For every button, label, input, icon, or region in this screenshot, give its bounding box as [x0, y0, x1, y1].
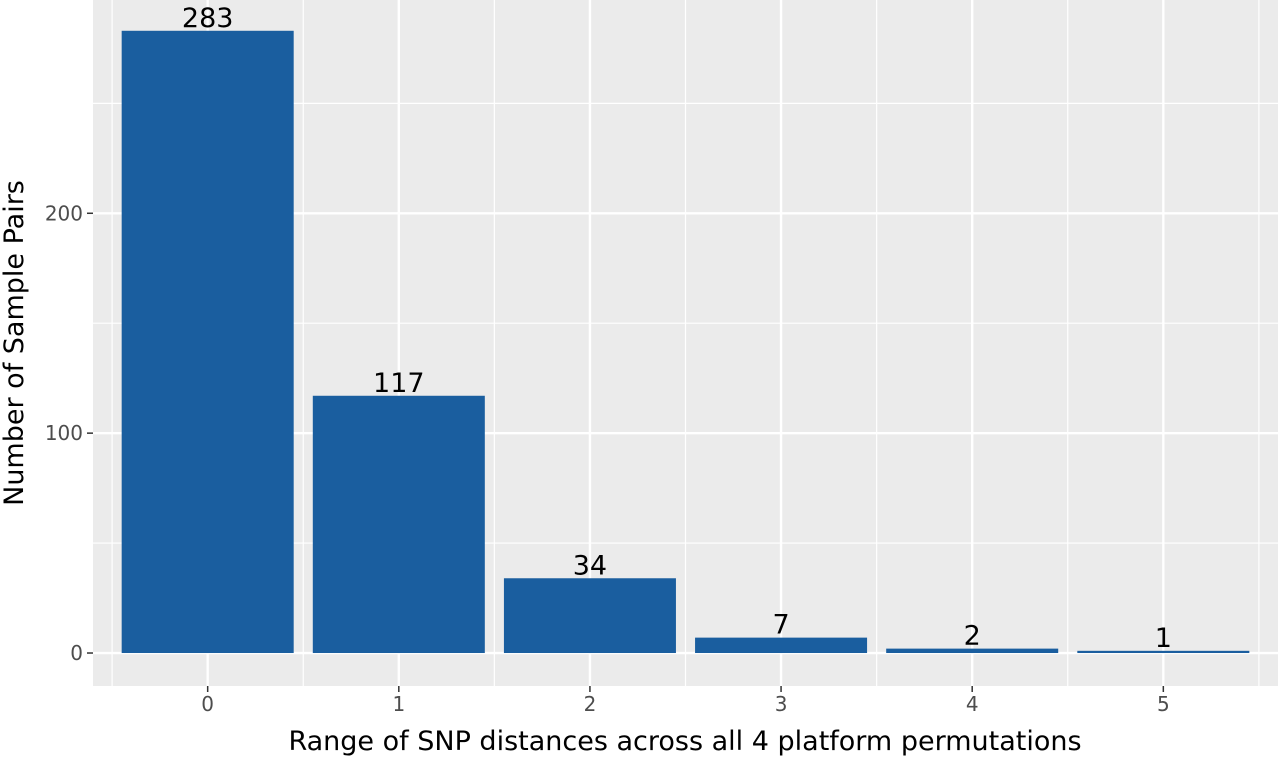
bar-3 — [695, 637, 868, 654]
y-axis-title: Number of Sample Pairs — [0, 180, 30, 506]
bars — [121, 30, 1250, 654]
bar-0 — [121, 30, 294, 654]
data-label-3: 7 — [772, 610, 789, 641]
x-tick-label: 5 — [1157, 692, 1170, 716]
bar-4 — [886, 648, 1059, 654]
data-label-4: 2 — [964, 621, 981, 652]
y-axis: 0 100 200 — [45, 201, 93, 665]
data-label-2: 34 — [573, 550, 607, 581]
x-axis: 0 1 2 3 4 5 — [201, 686, 1170, 716]
bar-1 — [312, 395, 485, 654]
data-label-0: 283 — [182, 3, 234, 34]
y-tick-label: 0 — [70, 641, 83, 665]
bar-2 — [503, 578, 676, 654]
x-tick-label: 2 — [584, 692, 597, 716]
x-axis-title: Range of SNP distances across all 4 plat… — [288, 726, 1081, 757]
y-tick-label: 200 — [45, 201, 83, 225]
x-tick-label: 0 — [201, 692, 214, 716]
x-tick-label: 4 — [966, 692, 979, 716]
x-tick-label: 3 — [775, 692, 788, 716]
data-labels: 283 117 34 7 2 1 — [182, 3, 1172, 654]
y-tick-label: 100 — [45, 421, 83, 445]
bar-5 — [1077, 650, 1250, 654]
data-label-1: 117 — [373, 368, 425, 399]
x-tick-label: 1 — [392, 692, 405, 716]
data-label-5: 1 — [1155, 623, 1172, 654]
